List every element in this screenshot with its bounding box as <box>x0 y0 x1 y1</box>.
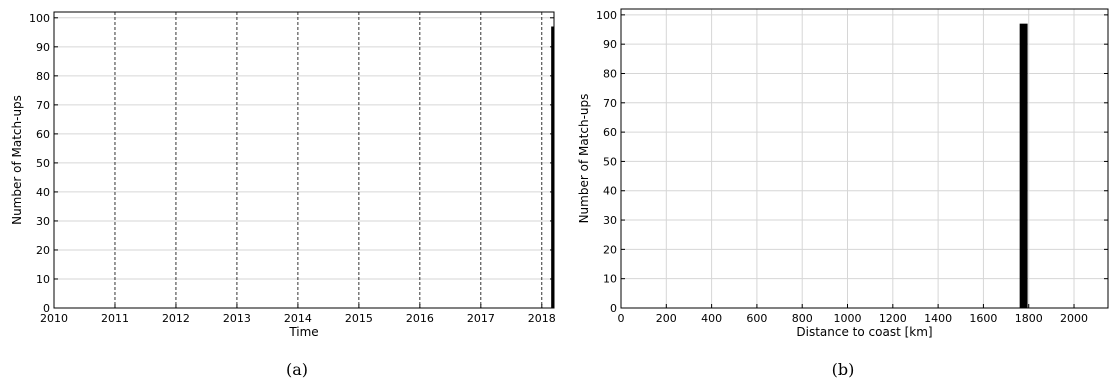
x-tick-label: 0 <box>618 312 625 325</box>
x-tick-label: 400 <box>701 312 722 325</box>
y-tick-label: 0 <box>610 302 617 315</box>
x-tick-label: 1400 <box>924 312 952 325</box>
x-tick-label: 2015 <box>345 312 373 325</box>
x-axis-label: Time <box>288 325 318 339</box>
panel-b-caption: (b) <box>832 360 855 379</box>
x-tick-label: 800 <box>792 312 813 325</box>
y-tick-label: 40 <box>36 186 50 199</box>
chart-panel-a: 0 10 20 30 40 50 60 70 80 90 100 2010 2011 2012 2013 20… <box>10 11 556 339</box>
y-tick-label: 10 <box>603 273 617 286</box>
y-tick-label: 60 <box>603 126 617 139</box>
panel-a-caption: (a) <box>286 360 308 379</box>
bar <box>1019 23 1028 309</box>
y-tick-label: 100 <box>29 12 50 25</box>
y-axis-label: Number of Match-ups <box>10 95 24 225</box>
y-tick-label: 90 <box>36 41 50 54</box>
x-tick-label: 2014 <box>284 312 312 325</box>
y-tick-label: 90 <box>603 38 617 51</box>
x-tick-label: 600 <box>746 312 767 325</box>
x-tick-label: 1000 <box>834 312 862 325</box>
plot-frame <box>620 8 1109 309</box>
y-tick-label: 10 <box>36 273 50 286</box>
bar <box>551 26 554 309</box>
y-tick-label: 30 <box>36 215 50 228</box>
y-tick-label: 50 <box>603 155 617 168</box>
y-tick-label: 70 <box>603 97 617 110</box>
x-tick-label: 2011 <box>101 312 129 325</box>
x-tick-label: 2017 <box>467 312 495 325</box>
y-tick-label: 70 <box>36 99 50 112</box>
x-tick-label: 2010 <box>40 312 68 325</box>
y-tick-label: 0 <box>43 302 50 315</box>
y-tick-label: 20 <box>603 243 617 256</box>
x-tick-label: 1200 <box>879 312 907 325</box>
x-tick-label: 200 <box>656 312 677 325</box>
y-tick-label: 60 <box>36 128 50 141</box>
y-tick-label: 30 <box>603 214 617 227</box>
y-tick-label: 50 <box>36 157 50 170</box>
x-tick-label: 1600 <box>969 312 997 325</box>
y-tick-label: 20 <box>36 244 50 257</box>
x-axis-label: Distance to coast [km] <box>796 325 932 339</box>
y-tick-label: 40 <box>603 185 617 198</box>
y-tick-label: 80 <box>603 67 617 80</box>
x-tick-label: 2016 <box>406 312 434 325</box>
y-tick-label: 100 <box>596 9 617 22</box>
x-tick-label: 2013 <box>223 312 251 325</box>
y-axis-label: Number of Match-ups <box>577 94 591 224</box>
plot-frame <box>53 11 555 309</box>
x-tick-label: 2000 <box>1060 312 1088 325</box>
y-tick-label: 80 <box>36 70 50 83</box>
x-tick-label: 1800 <box>1015 312 1043 325</box>
x-tick-label: 2018 <box>528 312 556 325</box>
x-tick-label: 2012 <box>162 312 190 325</box>
